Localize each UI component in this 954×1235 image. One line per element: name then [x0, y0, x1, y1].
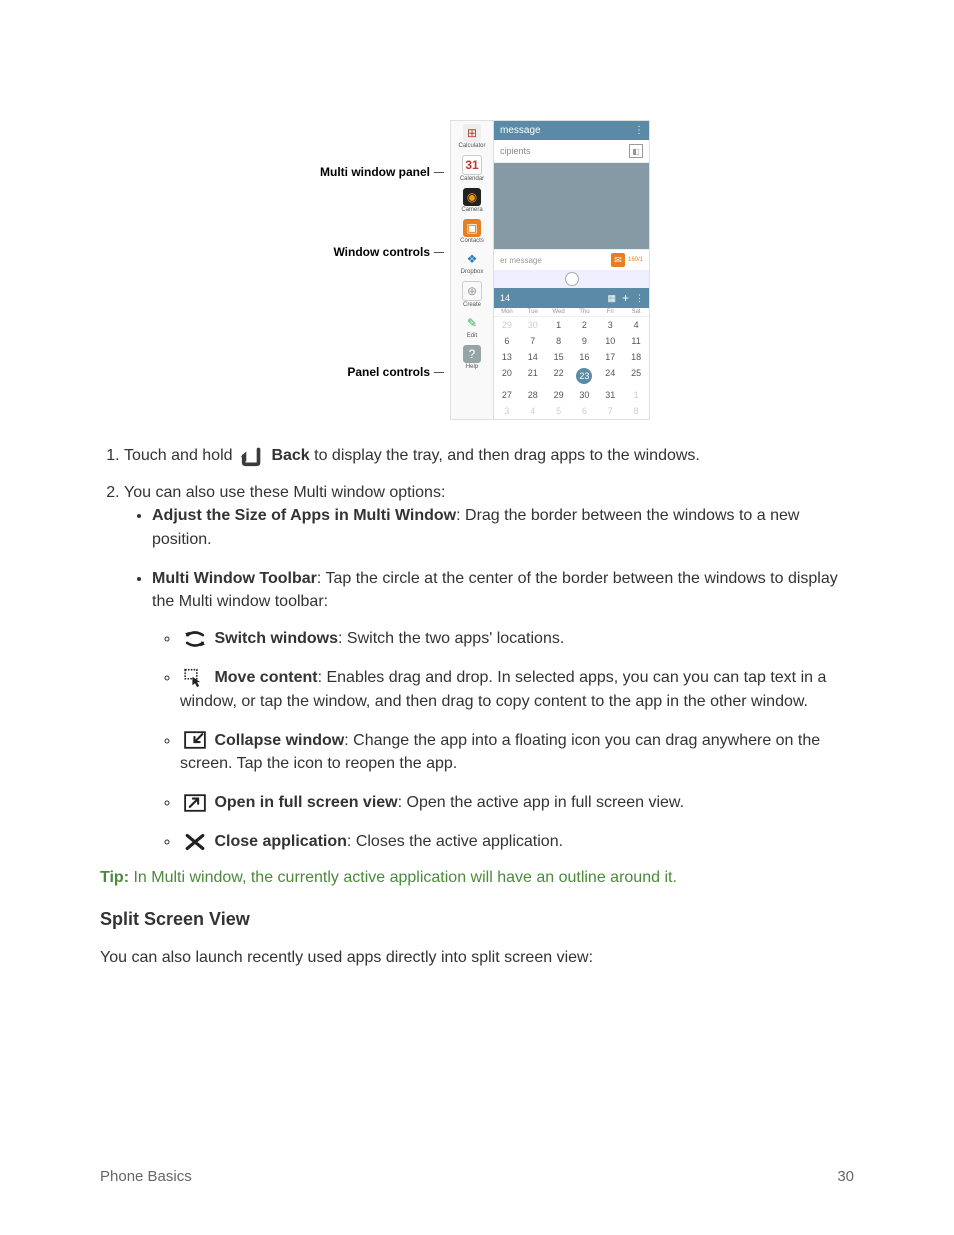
split-screen-text: You can also launch recently used apps d… — [100, 946, 854, 969]
sub-collapse: Collapse window: Change the app into a f… — [180, 729, 854, 775]
dropbox-icon: ❖ — [463, 250, 481, 268]
contacts-icon: ▣ — [463, 219, 481, 237]
window-controls-handle — [494, 270, 649, 288]
help-icon: ? — [463, 345, 481, 363]
sub-move: Move content: Enables drag and drop. In … — [180, 666, 854, 712]
add-contact-icon: ◧ — [629, 144, 643, 158]
sub-open-full: Open in full screen view: Open the activ… — [180, 791, 854, 814]
move-content-icon — [182, 667, 208, 689]
send-icon: ✉ — [611, 253, 625, 267]
message-body — [494, 163, 649, 249]
label-window-controls: Window controls — [333, 245, 444, 259]
diagram: Multi window panel Window controls Panel… — [100, 120, 854, 420]
calendar-header: 14 ▦ + ⋮ — [494, 288, 649, 308]
option-adjust: Adjust the Size of Apps in Multi Window:… — [152, 504, 854, 550]
message-input: er message ✉ 160/1 — [494, 249, 649, 270]
edit-icon: ✎ — [463, 314, 481, 332]
tip: Tip: In Multi window, the currently acti… — [100, 869, 854, 887]
open-fullscreen-icon — [182, 792, 208, 814]
plus-icon: + — [622, 291, 629, 305]
sub-close: Close application: Closes the active app… — [180, 830, 854, 853]
calculator-icon: ⊞ — [463, 124, 481, 142]
menu-icon: ⋮ — [634, 125, 643, 136]
diagram-labels: Multi window panel Window controls Panel… — [304, 120, 444, 420]
phone-mock: ⊞Calculator 31Calendar ◉Camera ▣Contacts… — [450, 120, 650, 420]
calendar-grid: 2930123467891011131415161718202122232425… — [494, 317, 649, 419]
view-icon: ▦ — [607, 293, 616, 304]
calendar-daynames: MonTueWedThuFriSat — [494, 308, 649, 317]
multi-window-panel: ⊞Calculator 31Calendar ◉Camera ▣Contacts… — [451, 121, 494, 419]
message-header: message ⋮ — [494, 121, 649, 140]
close-icon — [182, 831, 208, 853]
split-screen-heading: Split Screen View — [100, 909, 854, 930]
recipients-field: cipients ◧ — [494, 140, 649, 163]
switch-windows-icon — [182, 628, 208, 650]
calendar-icon: 31 — [462, 155, 482, 175]
camera-icon: ◉ — [463, 188, 481, 206]
back-icon — [239, 445, 265, 467]
label-multi-window-panel: Multi window panel — [320, 165, 444, 179]
step-1: Touch and hold Back to display the tray,… — [124, 444, 854, 467]
create-icon: ⊕ — [462, 281, 482, 301]
step-2: You can also use these Multi window opti… — [124, 481, 854, 853]
menu-icon: ⋮ — [635, 293, 643, 304]
sub-switch: Switch windows: Switch the two apps' loc… — [180, 627, 854, 650]
option-toolbar: Multi Window Toolbar: Tap the circle at … — [152, 567, 854, 854]
footer-section: Phone Basics — [100, 1168, 192, 1185]
page-footer: Phone Basics 30 — [100, 1168, 854, 1185]
footer-page-number: 30 — [837, 1168, 854, 1185]
label-panel-controls: Panel controls — [347, 365, 444, 379]
collapse-window-icon — [182, 729, 208, 751]
